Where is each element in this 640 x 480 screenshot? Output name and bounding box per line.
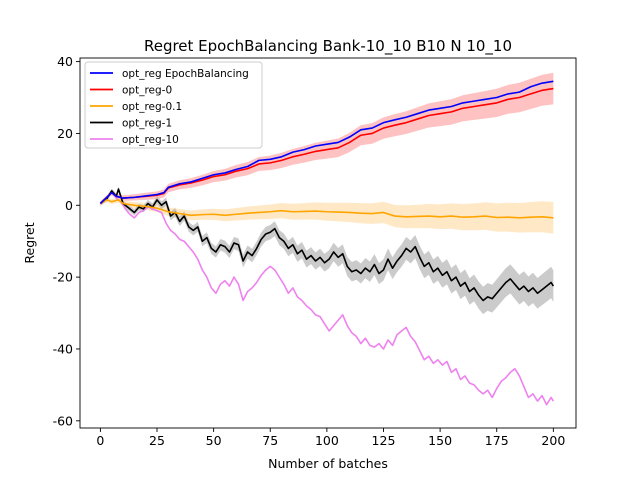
confidence-band xyxy=(100,186,554,315)
x-tick-label: 150 xyxy=(428,433,452,448)
legend-label: opt_reg-0.1 xyxy=(122,101,182,113)
y-tick-label: -20 xyxy=(53,270,73,285)
y-axis-label: Regret xyxy=(22,222,37,263)
legend-label: opt_reg-1 xyxy=(122,118,172,130)
confidence-bands xyxy=(100,72,554,315)
y-tick-label: -60 xyxy=(53,413,73,428)
x-tick-label: 200 xyxy=(541,433,565,448)
series-line xyxy=(99,188,555,302)
plot-frame xyxy=(79,57,577,429)
confidence-band xyxy=(100,72,554,206)
series-line xyxy=(100,199,554,219)
legend-box xyxy=(84,61,263,149)
y-tick-label: -40 xyxy=(53,341,73,356)
x-axis-label: Number of batches xyxy=(268,456,388,471)
legend-label: opt_reg-10 xyxy=(122,134,179,146)
x-tick-label: 125 xyxy=(372,433,396,448)
x-tick-label: 50 xyxy=(206,433,222,448)
chart-title: Regret EpochBalancing Bank-10_10 B10 N 1… xyxy=(144,37,512,56)
y-tick-label: 0 xyxy=(65,198,73,213)
legend: opt_reg EpochBalancing opt_reg-0 opt_reg-0… xyxy=(84,61,263,149)
series-line xyxy=(99,80,554,205)
x-tick-label: 100 xyxy=(315,433,339,448)
x-tick-label: 25 xyxy=(149,433,165,448)
y-tick-label: 40 xyxy=(57,54,73,69)
y-axis-ticks: -60 -40 -20 0 20 40 xyxy=(53,54,80,428)
series-lines xyxy=(99,80,555,406)
legend-label: opt_reg-0 xyxy=(122,85,172,97)
x-tick-label: 75 xyxy=(262,433,278,448)
x-axis-ticks: 0 25 50 75 100 125 150 175 200 xyxy=(96,428,565,448)
series-line xyxy=(99,190,555,406)
legend-label: opt_reg EpochBalancing xyxy=(122,68,249,80)
x-tick-label: 0 xyxy=(96,433,104,448)
y-tick-label: 20 xyxy=(57,126,73,141)
x-tick-label: 175 xyxy=(485,433,509,448)
confidence-band xyxy=(100,197,554,234)
